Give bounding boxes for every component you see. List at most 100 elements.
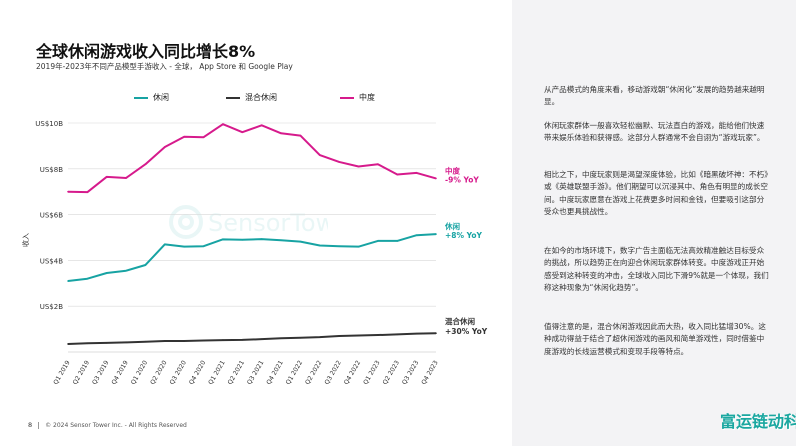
x-tick-label: Q3 2023 [401, 359, 420, 386]
x-tick-label: Q2 2021 [227, 359, 246, 386]
x-tick-label: Q4 2020 [188, 359, 207, 386]
data-point [280, 239, 282, 242]
x-tick-label: Q3 2020 [169, 359, 188, 386]
right-panel [512, 0, 796, 446]
data-point [125, 269, 127, 272]
data-point [241, 339, 244, 341]
legend-label-hybrid: 混合休闲 [245, 93, 277, 102]
data-point [222, 238, 224, 241]
series-line-中度 [67, 123, 437, 194]
data-point [67, 280, 69, 282]
x-tick-label: Q3 2019 [91, 359, 110, 386]
data-point [67, 343, 69, 345]
data-point [299, 337, 302, 339]
series-end-label: 中度 [445, 165, 460, 175]
commentary-paragraph: 在如今的市场环境下，数字广告主面临无法高效精准触达目标受众的挑战，所以趋势正在向… [544, 246, 769, 293]
series-end-label: 休闲 [444, 221, 460, 231]
data-point [183, 245, 186, 248]
data-point [144, 264, 147, 266]
data-point [105, 176, 108, 178]
data-point [396, 173, 399, 176]
data-point [435, 233, 437, 235]
footer: 8 © 2024 Sensor Tower Inc. - All Rights R… [28, 421, 187, 429]
x-tick-label: Q4 2019 [111, 359, 130, 386]
series-end-change: +8% YoY [445, 231, 483, 240]
data-point [435, 332, 437, 335]
y-tick-label: US$6B [40, 212, 63, 220]
x-tick-label: Q3 2021 [246, 359, 265, 386]
corner-watermark: 富运链动科技网 [720, 412, 796, 431]
data-point [377, 163, 379, 166]
x-tick-label: Q4 2021 [265, 359, 284, 386]
data-point [338, 245, 340, 248]
page-number: 8 [28, 421, 33, 429]
chart-subtitle: 2019年-2023年不同产品模型手游收入 - 全球， App Store 和 … [36, 62, 293, 71]
y-tick-label: US$2B [40, 303, 63, 311]
data-point [299, 240, 302, 243]
page-title: 全球休闲游戏收入同比增长8% [36, 42, 256, 61]
data-point [202, 245, 205, 248]
data-point [144, 340, 147, 343]
data-point [318, 336, 321, 338]
data-point [241, 238, 244, 241]
data-point [241, 131, 244, 133]
x-tick-label: Q1 2020 [130, 359, 149, 386]
data-point [415, 172, 418, 174]
data-point [318, 154, 321, 156]
commentary-paragraph: 从产品模式的角度来看，移动游戏朝“休闲化”发展的趋势越来越明显。 [544, 85, 765, 107]
data-point [105, 272, 108, 274]
legend-swatch-midcore [340, 96, 354, 99]
legend-swatch-casual [134, 96, 148, 99]
data-point [222, 123, 224, 125]
data-point [260, 124, 263, 127]
data-point [338, 335, 340, 337]
legend-item-midcore: 中度 [340, 92, 375, 103]
data-point [357, 334, 360, 337]
data-point [318, 244, 321, 247]
data-point [377, 240, 379, 242]
series-line-混合休闲 [67, 332, 437, 345]
commentary-paragraph: 值得注意的是，混合休闲游戏因此而大热，收入同比猛增30%。这种成功得益于结合了超… [544, 322, 766, 356]
x-tick-label: Q4 2022 [343, 359, 362, 386]
data-point [260, 338, 263, 340]
x-tick-label: Q2 2023 [382, 359, 401, 386]
data-point [164, 340, 166, 342]
data-point [357, 245, 360, 248]
series-end-label: 混合休闲 [445, 316, 475, 326]
series-line-休闲 [67, 233, 437, 283]
data-point [164, 146, 166, 148]
legend-item-casual: 休闲 [134, 92, 169, 103]
data-point [86, 342, 89, 345]
data-point [144, 163, 147, 166]
data-point [260, 238, 263, 240]
data-point [183, 340, 186, 342]
x-tick-label: Q4 2023 [420, 359, 439, 386]
y-tick-label: US$8B [40, 166, 63, 174]
legend-label-casual: 休闲 [153, 93, 169, 102]
data-point [222, 339, 224, 341]
x-tick-label: Q1 2022 [285, 359, 304, 386]
x-tick-label: Q1 2021 [207, 359, 226, 386]
data-point [377, 334, 379, 336]
y-tick-label: US$4B [40, 257, 63, 265]
x-tick-label: Q1 2019 [52, 359, 71, 386]
y-tick-label: US$10B [35, 120, 63, 128]
legend-label-midcore: 中度 [359, 93, 375, 102]
data-point [299, 134, 302, 137]
data-point [396, 333, 399, 336]
data-point [125, 341, 127, 344]
series-end-change: -9% YoY [445, 175, 479, 184]
x-tick-label: Q2 2022 [304, 359, 323, 386]
footer-divider [38, 422, 40, 429]
series-end-change: +30% YoY [445, 327, 488, 336]
x-tick-label: Q2 2020 [149, 359, 168, 386]
x-tick-label: Q3 2022 [324, 359, 343, 386]
data-point [202, 339, 205, 342]
legend-item-hybrid: 混合休闲 [226, 92, 277, 103]
x-tick-label: Q1 2023 [362, 359, 381, 386]
data-point [280, 337, 282, 340]
data-point [396, 240, 399, 242]
